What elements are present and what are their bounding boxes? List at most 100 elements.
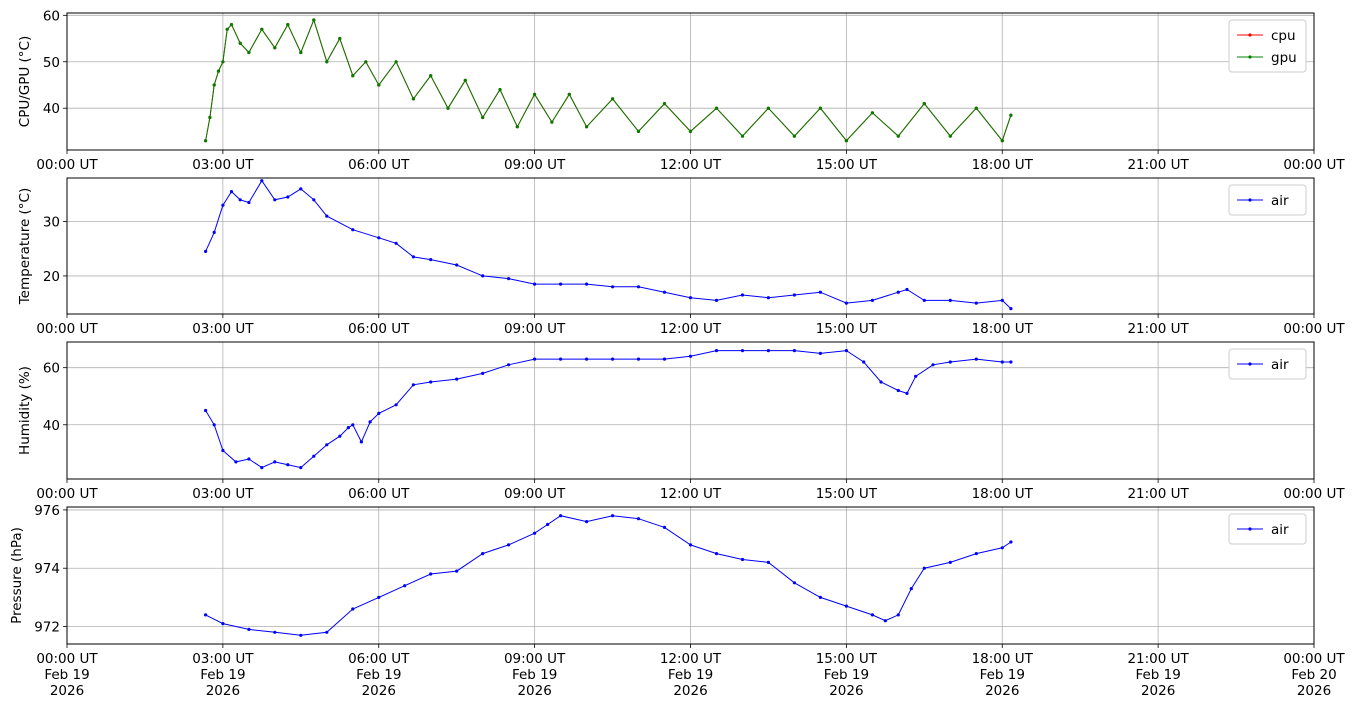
data-point-air (273, 460, 277, 464)
x-tick-label-line: 15:00 UT (816, 321, 878, 337)
data-point-gpu (740, 134, 745, 138)
x-tick-label-line: 06:00 UT (348, 157, 410, 173)
x-tick-label: 21:00 UT (1127, 157, 1189, 173)
data-point-air (429, 258, 433, 262)
x-tick-label-line: Feb 19 (200, 667, 245, 683)
data-point-air (481, 274, 485, 278)
data-point-air (229, 190, 234, 194)
x-tick-label: 03:00 UT (192, 157, 254, 173)
data-point-air (221, 203, 225, 207)
data-point-air (896, 290, 900, 294)
data-point-air (844, 349, 849, 353)
data-point-air (546, 522, 550, 527)
data-point-air (792, 581, 797, 585)
x-tick-label: 00:00 UT Feb 20 2026 (1283, 651, 1345, 699)
data-point-air (359, 440, 363, 444)
subplot-1: 00:00 UT 03:00 UT 06:00 UT 09:00 UT 12:00 UT… (17, 8, 1345, 173)
x-tick-label-line: 15:00 UT (816, 486, 878, 502)
x-tick-label-line: 09:00 UT (504, 157, 566, 173)
x-tick-label: 15:00 UT Feb 19 2026 (816, 651, 878, 699)
x-tick-label-line: 09:00 UT (504, 321, 566, 337)
x-tick-label-line: 06:00 UT (348, 486, 410, 502)
data-point-air (507, 543, 511, 547)
data-point-air (662, 525, 667, 530)
data-point-air (792, 293, 797, 297)
legend-marker-air (1248, 527, 1252, 531)
data-point-air (273, 630, 277, 634)
data-point-gpu (377, 83, 381, 87)
legend-label-gpu: gpu (1271, 50, 1297, 66)
x-tick-label-line: Feb 19 (1135, 667, 1180, 683)
data-point-air (585, 282, 589, 286)
x-tick-label-line: 2026 (673, 683, 707, 699)
series-line-air (205, 515, 1012, 636)
legend-label-air: air (1271, 357, 1289, 373)
data-point-gpu (896, 134, 900, 138)
y-tick-label: 976 (34, 503, 60, 519)
data-point-gpu (481, 115, 485, 120)
x-tick-label: 00:00 UT Feb 19 2026 (36, 651, 98, 699)
data-point-air (662, 357, 667, 361)
x-tick-label-line: 2026 (50, 683, 84, 699)
data-point-air (212, 230, 216, 234)
x-tick-label-line: 2026 (985, 683, 1019, 699)
x-tick-label: 06:00 UT Feb 19 2026 (348, 651, 410, 699)
data-point-air (377, 236, 381, 240)
data-point-air (740, 557, 745, 562)
data-point-gpu (792, 134, 797, 138)
legend-marker-air (1248, 198, 1252, 202)
data-point-air (533, 357, 537, 361)
data-point-gpu (662, 102, 667, 106)
data-point-air (204, 408, 208, 413)
data-point-air (818, 351, 823, 355)
x-tick-label: 00:00 UT (1283, 157, 1345, 173)
x-tick-label-line: 2026 (1141, 683, 1175, 699)
x-tick-label: 21:00 UT (1127, 486, 1189, 502)
x-tick-label: 03:00 UT (192, 321, 254, 337)
data-point-gpu (208, 115, 212, 120)
data-point-air (247, 457, 251, 461)
data-point-gpu (351, 74, 355, 78)
x-tick-label-line: 03:00 UT (192, 321, 254, 337)
data-point-gpu (216, 69, 221, 73)
data-point-air (636, 517, 641, 521)
data-point-gpu (338, 36, 342, 41)
data-point-gpu (238, 41, 242, 45)
data-point-air (204, 249, 208, 253)
legend: air (1228, 184, 1307, 216)
data-point-air (351, 228, 355, 232)
data-point-air (507, 277, 511, 281)
data-point-gpu (260, 27, 264, 31)
data-point-air (636, 285, 641, 289)
data-point-gpu (611, 97, 615, 101)
x-tick-label-line: 21:00 UT (1127, 651, 1189, 667)
data-point-air (411, 255, 415, 259)
data-point-air (481, 552, 485, 556)
x-tick-label-line: Feb 19 (512, 667, 557, 683)
data-point-air (862, 360, 866, 364)
legend-marker-cpu (1248, 33, 1252, 37)
data-point-air (429, 572, 433, 576)
y-tick-label: 40 (43, 418, 60, 434)
data-point-gpu (364, 60, 368, 64)
x-tick-label-line: 09:00 UT (504, 651, 566, 667)
x-tick-label: 15:00 UT (816, 157, 878, 173)
data-point-gpu (550, 120, 554, 124)
legend-label-cpu: cpu (1271, 28, 1296, 44)
data-point-air (766, 560, 771, 565)
data-point-air (974, 301, 978, 305)
series-line-air (205, 350, 1011, 469)
data-point-gpu (818, 106, 823, 110)
data-point-air (377, 411, 381, 415)
x-tick-label: 00:00 UT (36, 321, 98, 337)
x-tick-label: 12:00 UT Feb 19 2026 (660, 651, 722, 699)
x-tick-label-line: 2026 (1297, 683, 1331, 699)
data-point-air (481, 371, 485, 375)
x-tick-label-line: 06:00 UT (348, 321, 410, 337)
data-point-air (585, 520, 589, 524)
series-line-gpu (205, 18, 1012, 142)
x-tick-label-line: 00:00 UT (36, 157, 98, 173)
legend: air (1228, 348, 1307, 380)
x-tick-label-line: 06:00 UT (348, 651, 410, 667)
series-line-air (205, 179, 1012, 309)
